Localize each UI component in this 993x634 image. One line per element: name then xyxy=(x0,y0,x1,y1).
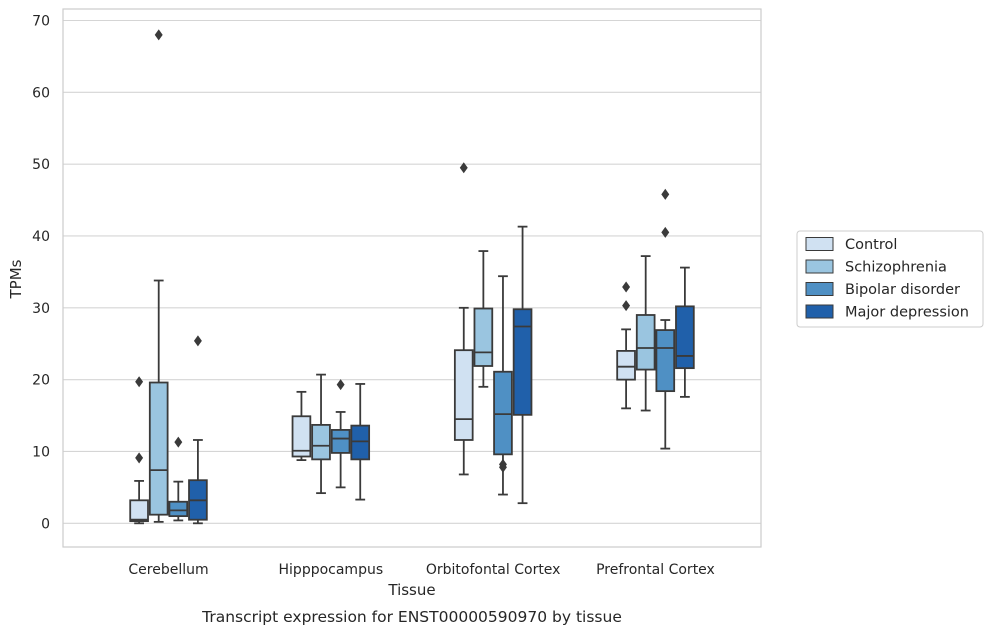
outlier-point xyxy=(459,162,468,174)
box-schizophrenia xyxy=(311,373,331,495)
box-schizophrenia xyxy=(635,255,656,412)
outlier-point xyxy=(498,458,507,470)
outlier-point xyxy=(622,300,631,312)
box-bipolar-disorder xyxy=(493,275,513,496)
x-tick-label: Cerebellum xyxy=(128,562,208,578)
y-axis-title: TPMs xyxy=(7,259,25,299)
y-tick-label: 0 xyxy=(41,516,50,532)
y-tick-label: 30 xyxy=(32,301,50,317)
outlier-point xyxy=(154,29,163,41)
y-tick-label: 70 xyxy=(32,13,50,29)
box-bipolar-disorder xyxy=(168,436,189,522)
outlier-point xyxy=(661,226,670,238)
y-tick-labels: 0 10 20 30 40 50 60 70 xyxy=(32,13,50,532)
legend-frame xyxy=(796,230,984,328)
legend-swatch xyxy=(805,237,834,251)
box-bipolar-disorder xyxy=(330,379,351,489)
outlier-point xyxy=(135,376,144,388)
y-tick-label: 20 xyxy=(32,373,50,389)
box xyxy=(453,349,474,441)
box xyxy=(168,500,189,518)
box-control xyxy=(129,376,149,525)
legend: Control Schizophrenia Bipolar disorder Majo… xyxy=(796,230,984,328)
plot-frame xyxy=(62,8,762,548)
y-tick-label: 60 xyxy=(32,85,50,101)
outlier-point xyxy=(174,436,183,448)
box-control xyxy=(291,390,312,461)
box xyxy=(350,424,371,461)
x-tick-label: Hipppocampus xyxy=(279,562,384,578)
x-axis-title: Tissue xyxy=(387,581,435,599)
y-tick-label: 40 xyxy=(32,229,50,245)
box-major-depression xyxy=(512,225,533,505)
legend-label: Schizophrenia xyxy=(845,260,947,276)
legend-swatch xyxy=(805,259,834,274)
box-control xyxy=(616,281,636,410)
legend-label: Control xyxy=(845,237,897,253)
box-control xyxy=(453,162,474,476)
legend-label: Bipolar disorder xyxy=(845,282,960,298)
outlier-point xyxy=(622,281,631,293)
y-tick-label: 10 xyxy=(32,444,50,460)
box xyxy=(512,308,533,416)
legend-label: Major depression xyxy=(845,305,969,321)
outlier-point xyxy=(336,379,345,391)
box-bipolar-disorder xyxy=(655,188,676,450)
box xyxy=(655,329,676,393)
box xyxy=(493,370,513,456)
box xyxy=(148,381,169,516)
y-tick-label: 50 xyxy=(32,157,50,173)
box-schizophrenia xyxy=(473,250,494,388)
box xyxy=(129,499,149,523)
legend-swatch xyxy=(805,304,834,319)
box xyxy=(291,415,312,458)
box xyxy=(675,305,695,370)
boxes xyxy=(129,29,695,525)
box xyxy=(311,423,331,461)
x-tick-label: Orbitofontal Cortex xyxy=(426,562,561,578)
outlier-point xyxy=(135,452,144,464)
x-tick-label: Prefrontal Cortex xyxy=(596,562,715,578)
legend-swatch xyxy=(805,282,834,296)
grid-lines xyxy=(63,19,761,524)
outlier-point xyxy=(661,188,670,200)
figure-caption: Transcript expression for ENST0000059097… xyxy=(201,608,622,626)
box-major-depression xyxy=(350,383,371,501)
box xyxy=(473,307,494,367)
box xyxy=(635,314,656,371)
box-major-depression xyxy=(188,335,208,525)
box-schizophrenia xyxy=(148,29,169,523)
outlier-point xyxy=(193,335,202,347)
box xyxy=(616,350,636,381)
box-major-depression xyxy=(675,266,695,398)
box xyxy=(330,429,351,454)
x-tick-labels: Cerebellum Hipppocampus Orbitofontal Corte… xyxy=(128,562,714,578)
